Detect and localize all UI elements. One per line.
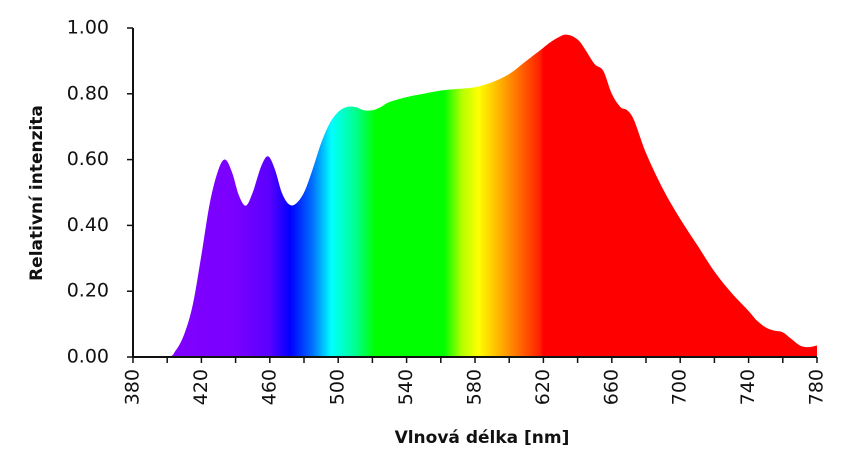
y-tick-label: 0.00 <box>67 346 109 368</box>
spectrum-area <box>133 34 817 357</box>
y-axis-ticks: 0.00 0.20 0.40 0.60 0.80 1.00 <box>67 17 133 368</box>
x-tick-label: 460 <box>258 369 280 405</box>
x-tick-label: 740 <box>737 369 759 405</box>
x-tick-label: 620 <box>532 369 554 405</box>
y-tick-label: 0.40 <box>67 214 109 236</box>
y-tick-label: 1.00 <box>67 17 109 39</box>
y-tick-label: 0.20 <box>67 280 109 302</box>
x-axis-title: Vlnová délka [nm] <box>395 428 570 448</box>
spectrum-fill <box>133 34 817 357</box>
x-tick-label: 700 <box>669 369 691 405</box>
y-axis-title: Relativní intenzita <box>27 105 47 281</box>
x-tick-label: 660 <box>600 369 622 405</box>
x-tick-label: 500 <box>327 369 349 405</box>
x-tick-label: 540 <box>395 369 417 405</box>
x-tick-label: 420 <box>190 369 212 405</box>
y-tick-label: 0.80 <box>67 82 109 104</box>
x-axis-ticks: 380 420 460 500 540 580 620 660 700 740 780 <box>122 357 828 405</box>
x-tick-label: 380 <box>122 369 144 405</box>
x-tick-label: 780 <box>806 369 828 405</box>
y-tick-label: 0.60 <box>67 148 109 170</box>
x-tick-label: 580 <box>464 369 486 405</box>
